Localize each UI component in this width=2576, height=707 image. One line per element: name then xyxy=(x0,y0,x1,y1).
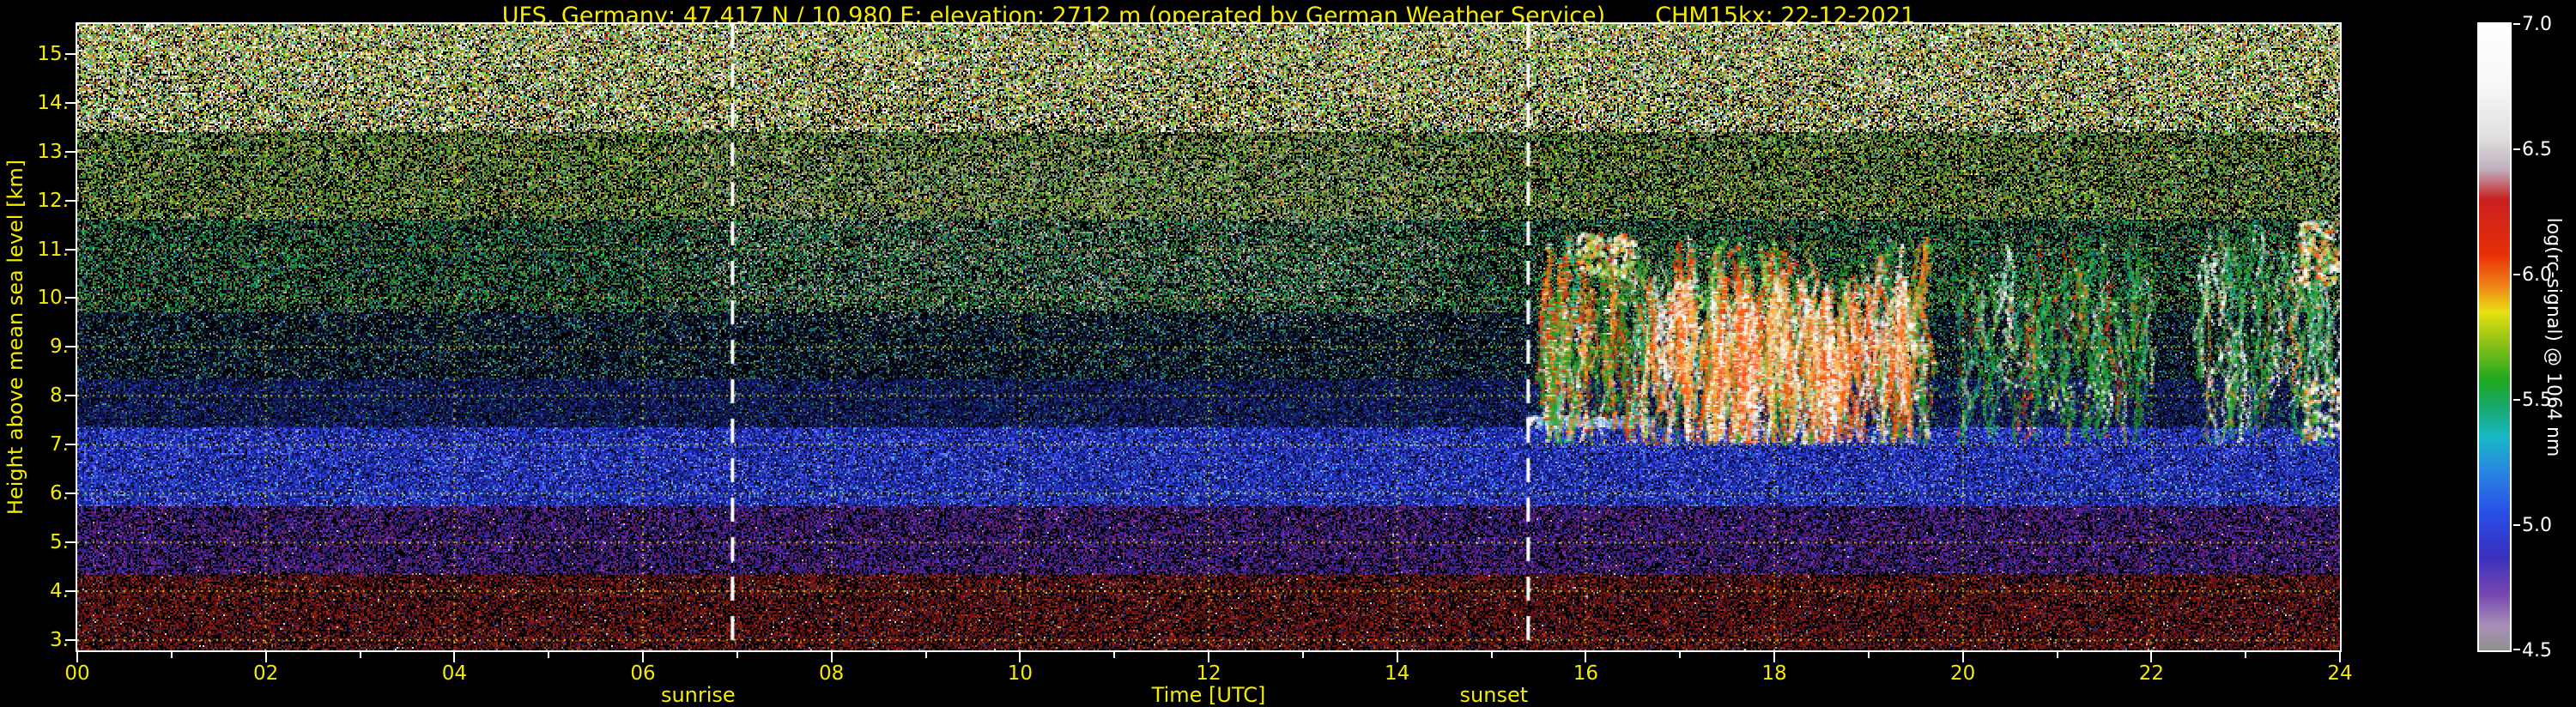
x-minor-tick xyxy=(1490,652,1493,658)
y-tick xyxy=(65,395,76,397)
colorbar-tick-label: 4.5 xyxy=(2522,640,2552,662)
colorbar-tick xyxy=(2513,148,2520,150)
x-tick xyxy=(1961,652,1964,662)
x-tick xyxy=(1208,652,1209,662)
y-tick xyxy=(65,199,76,202)
grid-overlay-canvas xyxy=(77,24,2340,650)
x-minor-tick xyxy=(359,652,361,658)
x-tick-label: 14 xyxy=(1385,662,1410,685)
x-minor-tick xyxy=(548,652,550,658)
y-tick-label: 13. xyxy=(37,140,69,163)
x-tick-label: 10 xyxy=(1007,662,1033,685)
colorbar xyxy=(2477,22,2512,652)
y-tick-label: 9. xyxy=(50,335,69,359)
y-tick-label: 6. xyxy=(50,482,69,505)
x-minor-tick xyxy=(2245,652,2247,658)
x-tick-label: 12 xyxy=(1196,662,1221,685)
x-minor-tick xyxy=(2056,652,2058,658)
y-tick xyxy=(65,492,76,495)
x-tick-label: 24 xyxy=(2327,662,2353,685)
colorbar-tick xyxy=(2513,274,2520,275)
y-tick-label: 14. xyxy=(37,91,69,114)
x-tick xyxy=(1019,652,1021,662)
x-tick xyxy=(76,652,78,662)
y-tick xyxy=(65,444,76,446)
y-tick-label: 3. xyxy=(50,629,69,652)
x-tick-label: 08 xyxy=(819,662,845,685)
x-minor-tick xyxy=(1679,652,1682,658)
x-tick-label: 22 xyxy=(2138,662,2164,685)
x-minor-tick xyxy=(736,652,738,658)
x-tick-label: 06 xyxy=(630,662,656,685)
x-tick-label: 04 xyxy=(441,662,467,685)
colorbar-canvas xyxy=(2479,24,2510,650)
y-tick xyxy=(65,346,76,348)
x-tick xyxy=(264,652,267,662)
y-tick xyxy=(65,541,76,544)
y-tick xyxy=(65,639,76,642)
colorbar-tick xyxy=(2513,524,2520,526)
x-tick xyxy=(2339,652,2341,662)
y-tick-label: 11. xyxy=(37,238,69,261)
colorbar-tick-label: 5.5 xyxy=(2522,390,2552,411)
y-tick xyxy=(65,52,76,55)
x-tick xyxy=(1396,652,1398,662)
x-tick xyxy=(642,652,644,662)
x-tick xyxy=(830,652,833,662)
plot-area xyxy=(76,22,2342,652)
x-minor-tick xyxy=(1113,652,1116,658)
x-minor-tick xyxy=(1867,652,1870,658)
y-tick xyxy=(65,150,76,153)
colorbar-tick xyxy=(2513,649,2520,650)
y-tick xyxy=(65,297,76,299)
y-tick-label: 7. xyxy=(50,433,69,456)
x-minor-tick xyxy=(1301,652,1304,658)
x-tick-label: 20 xyxy=(1950,662,1976,685)
y-axis-label: Height above mean sea level [km] xyxy=(3,159,27,516)
colorbar-tick-label: 6.0 xyxy=(2522,264,2552,286)
x-axis-label: Time [UTC] xyxy=(1151,683,1266,707)
colorbar-tick xyxy=(2513,23,2520,25)
x-tick xyxy=(1585,652,1587,662)
x-tick-label: 18 xyxy=(1761,662,1787,685)
y-tick xyxy=(65,248,76,251)
sunset-label: sunset xyxy=(1459,683,1529,707)
y-tick-label: 10. xyxy=(37,287,69,310)
y-tick-label: 15. xyxy=(37,42,69,65)
x-tick xyxy=(453,652,456,662)
colorbar-tick xyxy=(2513,399,2520,401)
x-tick xyxy=(1773,652,1775,662)
colorbar-tick-label: 6.5 xyxy=(2522,139,2552,160)
sunrise-label: sunrise xyxy=(660,683,736,707)
y-tick xyxy=(65,101,76,104)
colorbar-tick-label: 5.0 xyxy=(2522,515,2552,536)
colorbar-label: log(rc-signal) @ 1064 nm xyxy=(2543,217,2564,457)
y-tick-label: 5. xyxy=(50,531,69,554)
x-tick-label: 16 xyxy=(1573,662,1598,685)
x-minor-tick xyxy=(924,652,927,658)
colorbar-tick-label: 7.0 xyxy=(2522,14,2552,35)
x-minor-tick xyxy=(170,652,173,658)
x-tick-label: 02 xyxy=(253,662,279,685)
y-tick-label: 12. xyxy=(37,189,69,212)
y-tick xyxy=(65,590,76,593)
y-tick-label: 4. xyxy=(50,580,69,603)
y-tick-label: 8. xyxy=(50,384,69,408)
x-tick-label: 00 xyxy=(64,662,90,685)
x-tick xyxy=(2150,652,2153,662)
